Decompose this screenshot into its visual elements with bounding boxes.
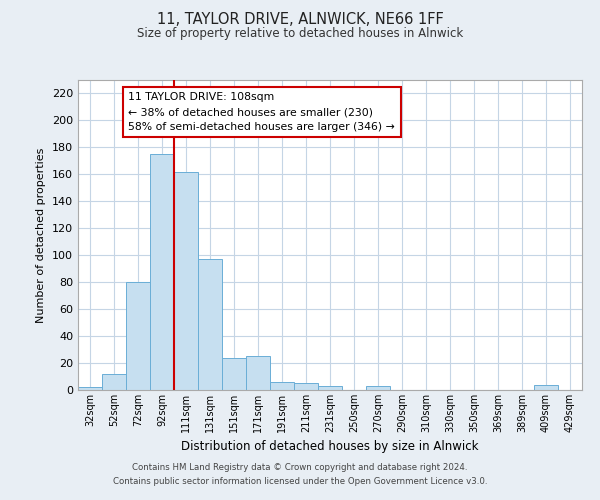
X-axis label: Distribution of detached houses by size in Alnwick: Distribution of detached houses by size … xyxy=(181,440,479,454)
Bar xyxy=(246,356,270,390)
Bar xyxy=(318,386,342,390)
Y-axis label: Number of detached properties: Number of detached properties xyxy=(37,148,46,322)
Text: Size of property relative to detached houses in Alnwick: Size of property relative to detached ho… xyxy=(137,28,463,40)
Bar xyxy=(534,384,558,390)
Bar xyxy=(102,374,126,390)
Text: 11, TAYLOR DRIVE, ALNWICK, NE66 1FF: 11, TAYLOR DRIVE, ALNWICK, NE66 1FF xyxy=(157,12,443,28)
Text: Contains HM Land Registry data © Crown copyright and database right 2024.: Contains HM Land Registry data © Crown c… xyxy=(132,464,468,472)
Bar xyxy=(150,154,174,390)
Text: Contains public sector information licensed under the Open Government Licence v3: Contains public sector information licen… xyxy=(113,477,487,486)
Bar xyxy=(270,382,294,390)
Bar xyxy=(174,172,198,390)
Bar xyxy=(78,388,102,390)
Bar xyxy=(294,384,318,390)
Bar xyxy=(222,358,246,390)
Text: 11 TAYLOR DRIVE: 108sqm
← 38% of detached houses are smaller (230)
58% of semi-d: 11 TAYLOR DRIVE: 108sqm ← 38% of detache… xyxy=(128,92,395,132)
Bar xyxy=(198,260,222,390)
Bar xyxy=(366,386,390,390)
Bar xyxy=(126,282,150,390)
